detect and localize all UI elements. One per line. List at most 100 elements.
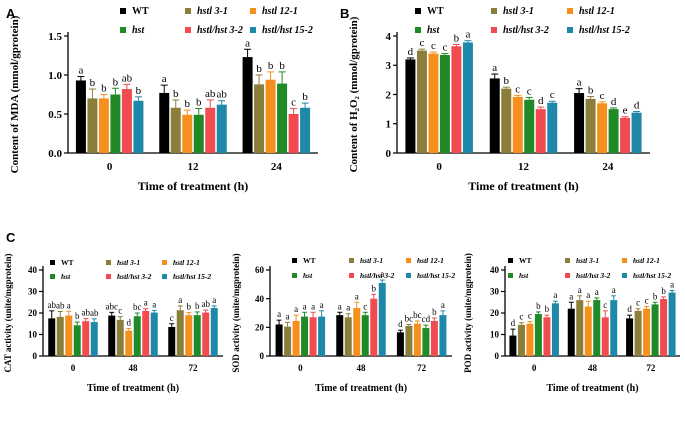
bar xyxy=(608,109,619,153)
y-tick-label: 20 xyxy=(490,308,500,318)
significance-letter: a xyxy=(311,301,315,311)
significance-letter: a xyxy=(569,291,573,301)
bar xyxy=(87,98,98,153)
significance-letter: ab xyxy=(122,72,133,84)
bar xyxy=(150,312,158,356)
x-axis-title: Time of treatment (h) xyxy=(138,179,249,193)
bar xyxy=(396,332,404,356)
y-axis-title: Content of H₂O₂ (mmol/gprotein) xyxy=(348,16,360,172)
bar xyxy=(202,312,210,356)
significance-letter: d xyxy=(611,96,617,108)
bar xyxy=(439,55,450,154)
significance-letter: c xyxy=(527,85,532,97)
bar xyxy=(116,319,124,356)
bar xyxy=(336,315,344,356)
bar xyxy=(82,321,90,356)
significance-letter: b xyxy=(195,301,200,311)
bar xyxy=(182,114,193,153)
x-axis-title: Time of treatment (h) xyxy=(315,383,407,394)
significance-letter: a xyxy=(441,300,445,310)
bar xyxy=(121,89,132,153)
legend-swatch xyxy=(415,27,421,33)
legend-entry: hstl 12-1 xyxy=(173,258,200,267)
bar xyxy=(90,322,98,356)
x-tick-label: 0 xyxy=(71,363,76,373)
bar xyxy=(597,103,608,153)
legend-entry: hstl 12-1 xyxy=(417,256,444,265)
significance-letter: c xyxy=(645,296,649,306)
bar xyxy=(133,316,141,356)
bar xyxy=(344,317,352,356)
legend-entry: hstl/hst 15-2 xyxy=(262,25,313,36)
y-tick-label: 30 xyxy=(28,287,38,297)
legend-entry: WT xyxy=(303,256,316,265)
legend-entry: hstl 3-1 xyxy=(117,258,140,267)
legend-swatch xyxy=(406,258,411,263)
legend-entry: hstl/hst 3-2 xyxy=(360,271,395,280)
significance-letter: d xyxy=(511,318,516,328)
bar xyxy=(318,316,326,356)
legend-entry: hstl/hst 3-2 xyxy=(197,25,243,36)
bar xyxy=(125,330,133,356)
chart-B: B WT hstl 3-1 hstl 12-1 hst hstl/hst 3-2 hstl/… xyxy=(340,6,650,193)
bar xyxy=(584,306,592,356)
legend-swatch xyxy=(250,27,256,33)
significance-letter: b xyxy=(432,307,437,317)
legend-entry: hstl 3-1 xyxy=(360,256,383,265)
y-tick-label: 0 xyxy=(33,351,38,361)
bar xyxy=(205,107,216,153)
significance-letter: a xyxy=(162,73,167,85)
significance-letter: d xyxy=(627,304,632,314)
bar xyxy=(405,325,413,356)
y-tick-label: 60 xyxy=(255,265,265,275)
bar xyxy=(439,315,447,356)
legend-entry: hstl 3-1 xyxy=(576,256,599,265)
bar xyxy=(275,324,283,356)
significance-letter: a xyxy=(553,290,557,300)
legend-swatch xyxy=(106,274,111,279)
significance-letter: bc xyxy=(133,302,142,312)
significance-letter: b xyxy=(75,311,80,321)
significance-letter: a xyxy=(670,279,674,289)
y-tick-label: 40 xyxy=(255,294,265,304)
bar xyxy=(535,109,546,153)
significance-letter: bc xyxy=(413,310,422,320)
significance-letter: a xyxy=(78,65,83,77)
legend-entry: WT xyxy=(427,6,444,17)
significance-letter: c xyxy=(550,89,555,101)
bar xyxy=(422,328,430,356)
significance-letter: c xyxy=(528,311,532,321)
legend-swatch xyxy=(185,27,191,33)
legend-swatch xyxy=(120,8,126,14)
bar xyxy=(567,308,575,356)
x-tick-label: 72 xyxy=(417,363,427,373)
bar xyxy=(168,326,176,356)
legend-entry: hstl/hst 3-2 xyxy=(117,272,152,281)
bar xyxy=(300,107,311,153)
bar xyxy=(501,88,512,153)
significance-letter: b xyxy=(504,75,510,87)
significance-letter: a xyxy=(346,303,350,313)
legend-swatch xyxy=(565,258,570,263)
legend-entry: WT xyxy=(519,256,532,265)
y-tick-label: 3 xyxy=(386,60,392,72)
significance-letter: b xyxy=(90,77,96,89)
significance-letter: b xyxy=(588,85,594,97)
legend-swatch xyxy=(415,8,421,14)
x-tick-label: 48 xyxy=(129,363,139,373)
bar xyxy=(489,78,500,153)
x-axis-title: Time of treatment (h) xyxy=(87,383,179,394)
significance-letter: a xyxy=(492,62,497,74)
x-tick-label: 0 xyxy=(298,363,303,373)
significance-letter: b xyxy=(113,76,119,88)
significance-letter: b xyxy=(536,301,541,311)
bar xyxy=(301,316,309,356)
significance-letter: b xyxy=(454,32,460,44)
legend-entry: hstl/hst 15-2 xyxy=(633,271,671,280)
y-tick-label: 0 xyxy=(260,351,265,361)
chart-C2: WT hstl 3-1 hstl 12-1 hst hstl/hst 3-2 hstl/h… xyxy=(231,253,455,394)
legend-swatch xyxy=(406,273,411,278)
significance-letter: a xyxy=(355,291,359,301)
legend-swatch xyxy=(162,274,167,279)
significance-letter: ab xyxy=(205,88,216,100)
